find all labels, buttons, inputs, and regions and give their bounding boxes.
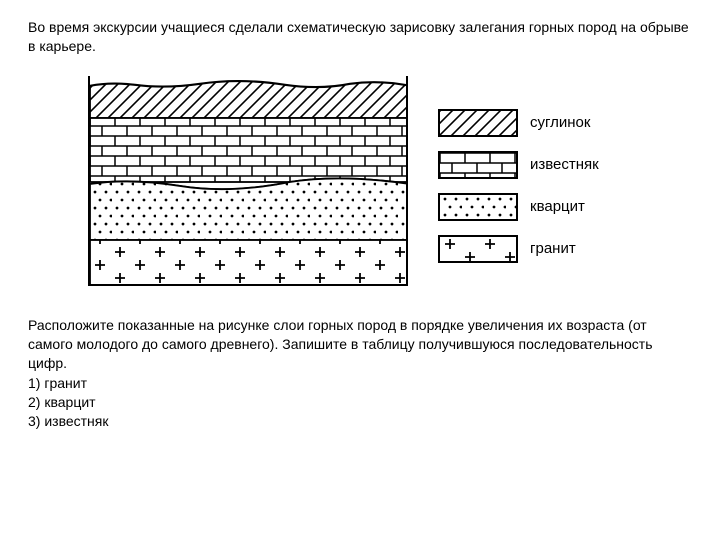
cross-section	[88, 76, 408, 286]
option-2: 2) кварцит	[28, 393, 692, 412]
legend-row-limestone: известняк	[438, 151, 599, 179]
legend-label-quartzite: кварцит	[530, 198, 585, 215]
diagram-area: суглинок известняк кварцит гранит	[88, 76, 692, 286]
legend-row-granite: гранит	[438, 235, 599, 263]
question-task: Расположите показанные на рисунке слои г…	[28, 316, 692, 431]
legend-label-limestone: известняк	[530, 156, 599, 173]
layer-loam	[90, 81, 408, 118]
legend-label-loam: суглинок	[530, 114, 590, 131]
swatch-granite	[438, 235, 518, 263]
option-3: 3) известняк	[28, 412, 692, 431]
task-text: Расположите показанные на рисунке слои г…	[28, 316, 692, 373]
option-1: 1) гранит	[28, 374, 692, 393]
swatch-quartzite	[438, 193, 518, 221]
swatch-limestone	[438, 151, 518, 179]
legend-row-quartzite: кварцит	[438, 193, 599, 221]
question-intro: Во время экскурсии учащиеся сделали схем…	[28, 18, 692, 56]
answer-options: 1) гранит 2) кварцит 3) известняк	[28, 374, 692, 431]
layer-limestone	[90, 118, 408, 182]
legend-row-loam: суглинок	[438, 109, 599, 137]
strata-svg	[90, 76, 408, 286]
legend: суглинок известняк кварцит гранит	[438, 109, 599, 263]
layer-quartzite	[90, 178, 408, 240]
swatch-loam	[438, 109, 518, 137]
layer-granite	[90, 240, 408, 286]
legend-label-granite: гранит	[530, 240, 576, 257]
